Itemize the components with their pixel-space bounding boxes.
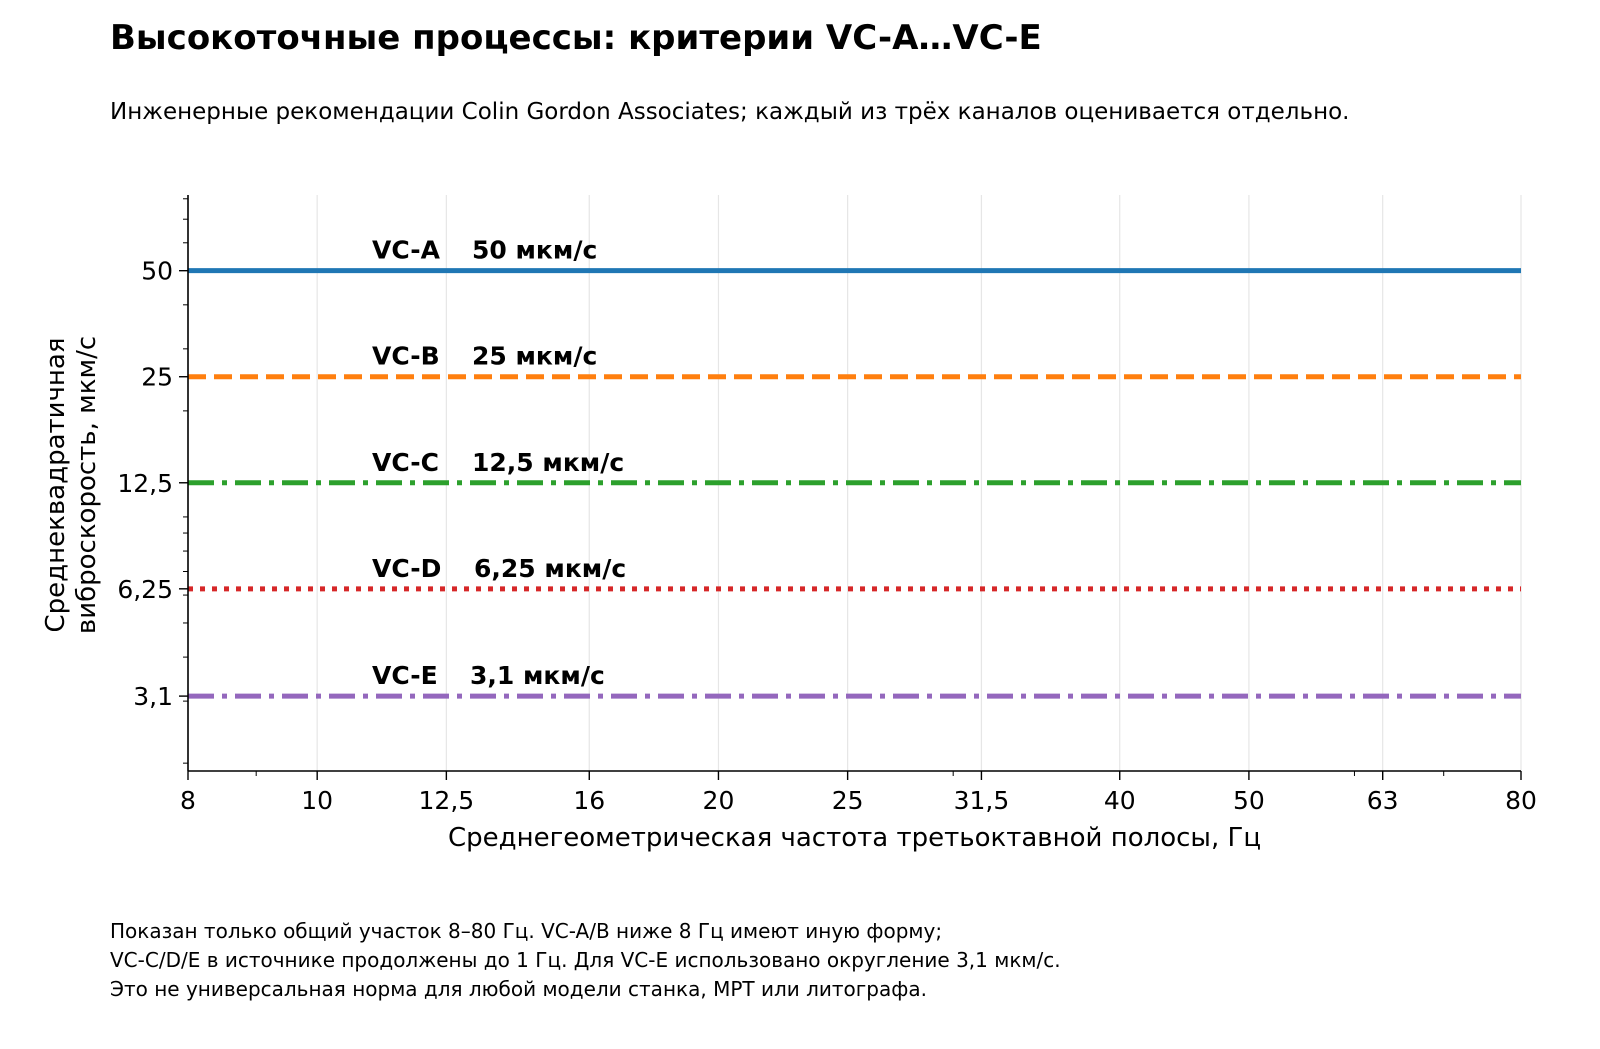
x-tick-label: 8 — [180, 786, 196, 815]
x-tick-label: 20 — [703, 786, 735, 815]
x-tick-label: 16 — [573, 786, 605, 815]
y-tick-label: 6,25 — [117, 575, 173, 604]
x-tick-label: 25 — [832, 786, 864, 815]
y-axis-label-line: Среднеквадратичная — [41, 338, 71, 633]
x-tick-label: 80 — [1505, 786, 1537, 815]
series-value-label: 3,1 мкм/с — [470, 661, 605, 690]
x-tick-label: 50 — [1233, 786, 1265, 815]
y-tick-label: 50 — [141, 257, 173, 286]
footnote: Показан только общий участок 8–80 Гц. VC… — [110, 917, 1061, 1004]
footnote-line-2: VC-C/D/E в источнике продолжены до 1 Гц.… — [110, 948, 1061, 972]
series-value-label: 50 мкм/с — [472, 236, 597, 265]
series-value-label: 12,5 мкм/с — [472, 448, 624, 477]
chart-title: Высокоточные процессы: критерии VC-A…VC-… — [110, 18, 1042, 58]
y-axis-label-line: виброскорость, мкм/с — [72, 336, 102, 634]
series-value-label: 6,25 мкм/с — [474, 554, 626, 583]
series-name-label: VC-E — [372, 661, 438, 690]
series-value-label: 25 мкм/с — [472, 342, 597, 371]
x-tick-label: 10 — [301, 786, 333, 815]
series-layer — [188, 268, 1521, 699]
axes-layer: 8 10 12,5 16 20 25 31,5 40 50 63 80 50 25 12,5 6,25 3,1… — [41, 195, 1537, 853]
x-tick-label: 12,5 — [419, 786, 475, 815]
series-name-label: VC-C — [372, 448, 439, 477]
chart-subtitle: Инженерные рекомендации Colin Gordon Ass… — [110, 99, 1350, 125]
x-tick-label: 63 — [1367, 786, 1399, 815]
footnote-line-1: Показан только общий участок 8–80 Гц. VC… — [110, 919, 943, 943]
footnote-line-3: Это не универсальная норма для любой мод… — [110, 977, 927, 1001]
y-tick-label: 25 — [141, 363, 173, 392]
series-name-label: VC-A — [372, 236, 441, 265]
x-tick-label: 40 — [1104, 786, 1136, 815]
y-tick-label: 12,5 — [117, 469, 173, 498]
y-tick-label: 3,1 — [133, 682, 173, 711]
series-name-label: VC-D — [372, 554, 441, 583]
series-name-label: VC-B — [372, 342, 440, 371]
labels-layer: VC-A 50 мкм/с VC-B 25 мкм/с VC-C 12,5 мкм/с VC… — [372, 236, 626, 690]
x-axis-label: Среднегеометрическая частота третьоктавн… — [448, 823, 1261, 853]
x-tick-label: 31,5 — [954, 786, 1010, 815]
